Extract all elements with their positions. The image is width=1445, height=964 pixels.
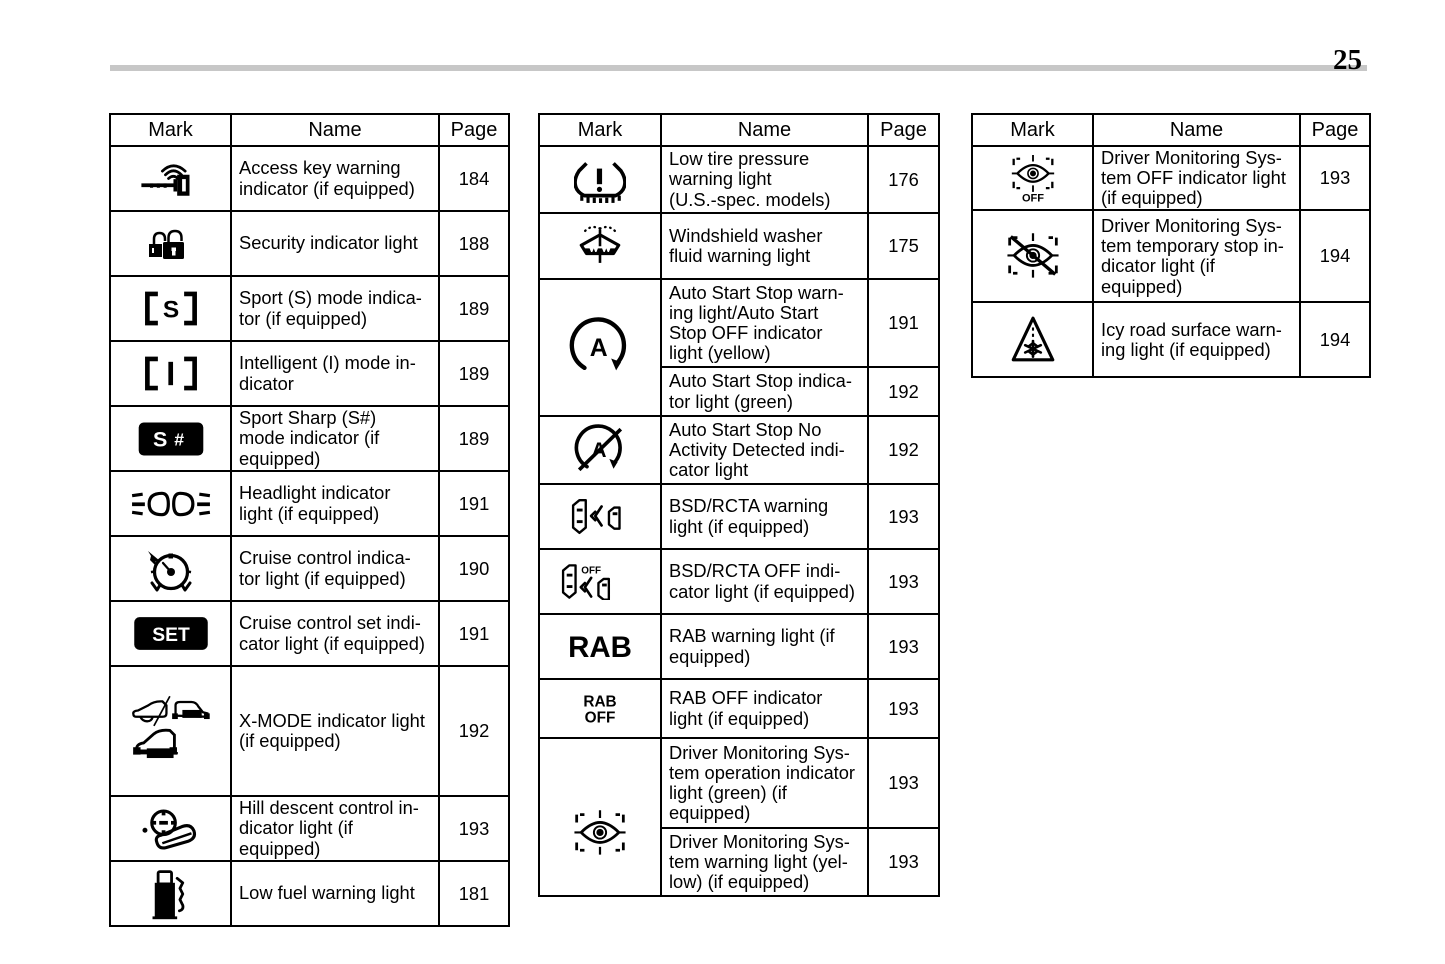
svg-text:SET: SET	[152, 625, 190, 646]
svg-text:RAB: RAB	[583, 693, 616, 710]
svg-text:S: S	[162, 296, 178, 323]
svg-text:A: A	[590, 335, 608, 362]
svg-text:S: S	[153, 427, 167, 451]
svg-text:OFF: OFF	[585, 709, 616, 726]
svg-text:RAB: RAB	[568, 631, 632, 664]
svg-text:OFF: OFF	[1021, 192, 1043, 204]
svg-text:OFF: OFF	[581, 566, 601, 577]
svg-text:#: #	[174, 429, 184, 449]
